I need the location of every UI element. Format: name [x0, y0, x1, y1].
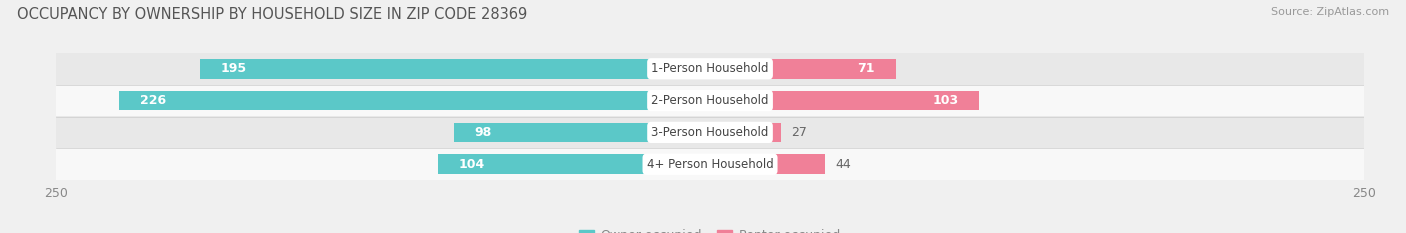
Text: 2-Person Household: 2-Person Household — [651, 94, 769, 107]
Bar — [56, 116, 1364, 148]
Bar — [200, 59, 710, 79]
Text: 226: 226 — [141, 94, 166, 107]
Text: 103: 103 — [932, 94, 959, 107]
Bar — [710, 59, 896, 79]
Legend: Owner-occupied, Renter-occupied: Owner-occupied, Renter-occupied — [575, 224, 845, 233]
Bar — [710, 91, 980, 110]
Bar — [120, 91, 710, 110]
Bar — [454, 123, 710, 142]
Text: 71: 71 — [858, 62, 875, 75]
Bar — [56, 85, 1364, 116]
Text: 4+ Person Household: 4+ Person Household — [647, 158, 773, 171]
Bar — [56, 148, 1364, 180]
Text: 98: 98 — [475, 126, 492, 139]
Text: 1-Person Household: 1-Person Household — [651, 62, 769, 75]
Text: 27: 27 — [792, 126, 807, 139]
Bar — [56, 53, 1364, 85]
Bar — [710, 154, 825, 174]
Text: OCCUPANCY BY OWNERSHIP BY HOUSEHOLD SIZE IN ZIP CODE 28369: OCCUPANCY BY OWNERSHIP BY HOUSEHOLD SIZE… — [17, 7, 527, 22]
Text: 44: 44 — [835, 158, 851, 171]
Bar — [710, 123, 780, 142]
Text: 195: 195 — [221, 62, 247, 75]
Text: Source: ZipAtlas.com: Source: ZipAtlas.com — [1271, 7, 1389, 17]
Text: 3-Person Household: 3-Person Household — [651, 126, 769, 139]
Bar — [439, 154, 710, 174]
Text: 104: 104 — [458, 158, 485, 171]
